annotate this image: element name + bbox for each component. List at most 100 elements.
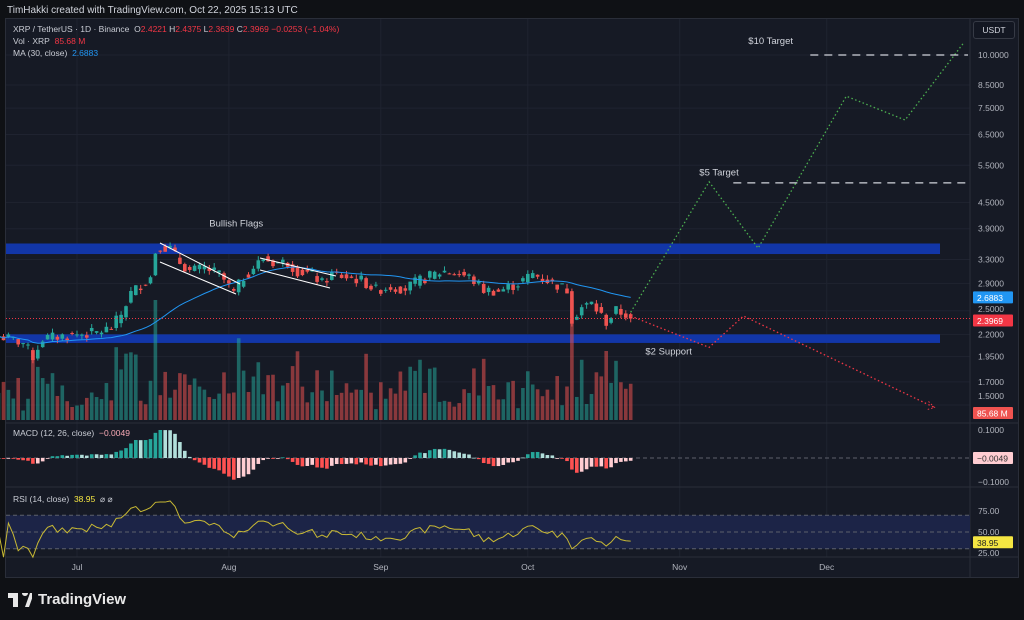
price-zone [6,243,940,255]
macd-histogram-bar [481,458,486,464]
candle-body [364,278,368,289]
tradingview-logo[interactable]: TradingView [8,591,126,608]
candle-body [609,318,613,323]
volume-bar [227,393,231,420]
volume-bar [604,350,608,420]
volume-bar [614,360,618,420]
time-tick-label: Sep [373,562,388,572]
candle-body [584,303,589,305]
macd-histogram-bar [584,458,589,470]
candle-body [398,286,403,294]
candle-body [388,287,393,290]
volume-bar [85,397,89,420]
candle-body [496,289,501,292]
macd-histogram-bar [109,454,114,458]
volume-bar [290,366,295,420]
flag-line [259,257,337,277]
candle-body [589,301,594,305]
volume-bar [530,384,535,420]
candle-body [197,264,202,270]
volume-badge-bg [973,407,1013,419]
volume-bar [589,394,594,420]
rsi-line [0,500,631,559]
currency-button[interactable]: USDT [973,21,1015,39]
volume-bar [45,383,50,420]
macd-histogram-bar [472,457,476,459]
macd-histogram-bar [143,440,148,458]
macd-histogram-bar [80,454,84,458]
candle-body [467,274,471,276]
volume-bar [251,376,256,420]
volume-bar [143,404,148,420]
candle-body [163,246,167,252]
candle-body [521,278,525,282]
volume-bar [109,400,114,420]
volume-bar [60,385,65,420]
ma-legend: MA (30, close) 2.6883 [13,48,98,58]
volume-bar [423,392,427,420]
volume-bar [178,373,182,420]
candle-body [359,275,363,280]
rsi-visibility-icon[interactable]: ⌀ ⌀ [99,494,113,504]
macd-histogram-bar [398,458,403,464]
candle-body [393,289,398,292]
volume-bar [119,369,123,420]
macd-histogram-bar [114,451,118,458]
macd-histogram-bar [55,456,60,458]
candle-body [178,257,182,264]
macd-histogram-bar [428,450,432,458]
macd-tick-label: 0.1000 [978,425,1004,435]
macd-histogram-bar [65,455,69,458]
volume-bar [334,394,339,420]
macd-label[interactable]: MACD (12, 26, close) [13,428,95,438]
chart-frame[interactable] [5,18,1019,578]
symbol-legend: XRP / TetherUS · 1D · Binance O2.4221 H2… [13,24,339,34]
macd-histogram-bar [354,458,359,465]
ma-line [0,266,631,344]
ma-price-badge: 2.6883 [977,293,1003,303]
symbol-label[interactable]: XRP / TetherUS · 1D · Binance [13,24,130,34]
time-tick-label: Nov [672,562,688,572]
volume-bar [148,380,153,420]
macd-histogram-bar [281,457,285,459]
candle-body [202,266,207,270]
macd-histogram-bar [148,439,153,458]
macd-histogram-bar [119,450,123,458]
volume-bar [457,403,461,420]
macd-histogram-bar [89,454,94,458]
macd-histogram-bar [36,458,40,464]
macd-histogram-bar [276,458,280,459]
price-tick-label: 5.5000 [978,160,1004,170]
candle-body [452,274,457,276]
volume-bar [491,385,496,420]
volume-bar [501,399,506,420]
price-tick-label: 2.2000 [978,329,1004,339]
volume-bar [114,347,118,420]
ma-label[interactable]: MA (30, close) [13,48,68,58]
volume-bar [300,386,305,420]
flag-line [259,269,331,289]
rsi-label[interactable]: RSI (14, close) [13,494,70,504]
candle-body [256,260,261,269]
volume-bar [428,368,432,420]
candle-body [325,281,329,283]
volume-bar [21,410,25,420]
candle-body [550,279,555,281]
volume-label[interactable]: Vol · XRP [13,36,50,46]
candle-body [624,313,628,318]
volume-bar [408,366,412,420]
candle-body [374,284,378,286]
macd-histogram-bar [325,458,329,469]
price-tick-label: 7.5000 [978,103,1004,113]
volume-bar [413,370,417,420]
high-value: 2.4375 [175,24,202,34]
open-value: 2.4221 [140,24,167,34]
macd-histogram-bar [403,458,408,463]
candle-body [619,308,623,315]
candle-body [560,283,564,285]
volume-bar [11,398,16,420]
macd-histogram-bar [94,454,99,458]
volume-bar [320,390,324,420]
macd-histogram-bar [432,448,437,458]
